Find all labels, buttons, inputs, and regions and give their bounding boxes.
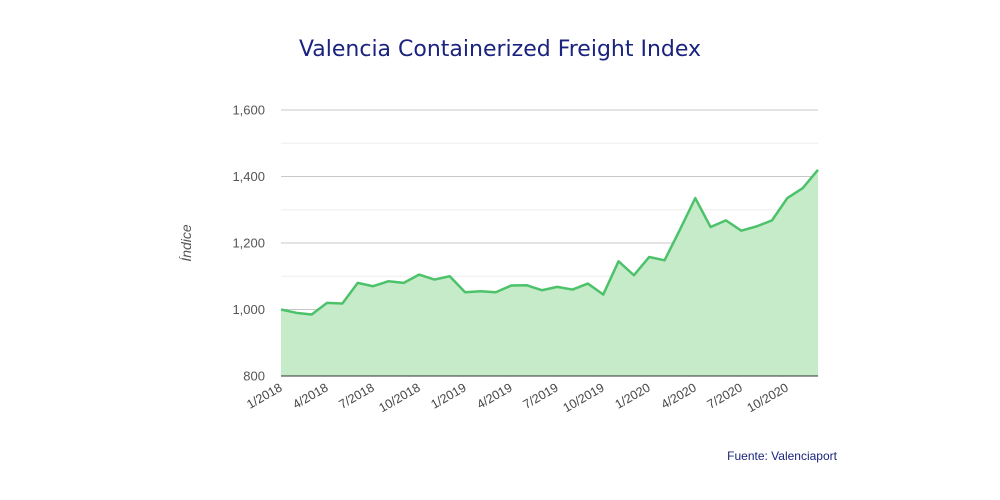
x-tick-label: 4/2020 xyxy=(659,380,699,411)
x-tick-label: 10/2019 xyxy=(561,380,607,415)
x-tick-label: 7/2018 xyxy=(336,380,376,411)
x-axis-ticks: 1/2018 4/2018 7/2018 10/2018 1/2019 4/2019 7/2… xyxy=(244,380,790,415)
y-tick-label: 1,600 xyxy=(232,103,265,118)
x-tick-label: 7/2019 xyxy=(521,380,561,411)
y-tick-label: 1,200 xyxy=(232,236,265,251)
x-tick-label: 4/2018 xyxy=(290,380,330,411)
x-tick-label: 10/2020 xyxy=(745,380,791,415)
x-tick-label: 10/2018 xyxy=(376,380,422,415)
x-tick-label: 1/2019 xyxy=(428,380,468,411)
y-axis-label: Índice xyxy=(178,224,194,262)
y-axis-ticks: 800 1,000 1,200 1,400 1,600 xyxy=(232,103,265,384)
y-tick-label: 1,400 xyxy=(232,169,265,184)
x-tick-label: 1/2020 xyxy=(613,380,653,411)
series-line xyxy=(280,169,819,316)
plot-area xyxy=(280,169,819,377)
source-note: Fuente: Valenciaport xyxy=(727,449,838,463)
series-area-fill xyxy=(281,169,818,376)
x-tick-label: 4/2019 xyxy=(474,380,514,411)
chart-title: Valencia Containerized Freight Index xyxy=(299,37,701,62)
x-tick-label: 1/2018 xyxy=(244,380,284,411)
y-tick-label: 800 xyxy=(243,369,265,384)
y-tick-label: 1,000 xyxy=(232,302,265,317)
x-tick-label: 7/2020 xyxy=(705,380,745,411)
